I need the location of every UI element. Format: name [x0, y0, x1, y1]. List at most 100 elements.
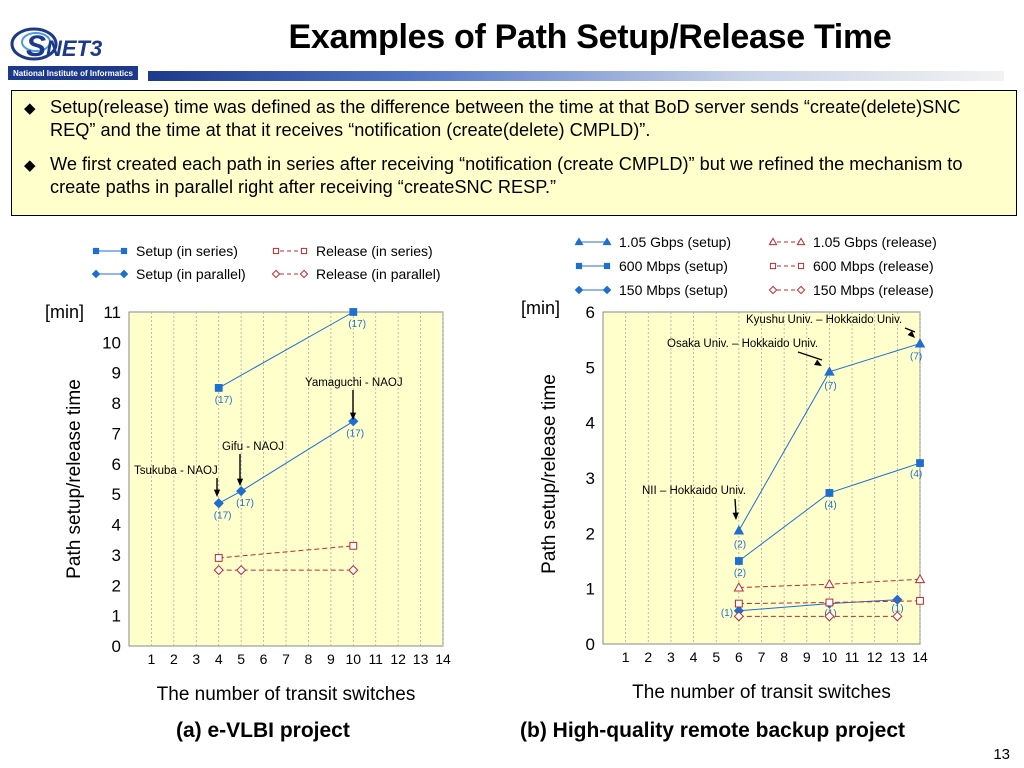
data-point [914, 573, 926, 584]
legend-label: Release (in parallel) [316, 266, 441, 282]
legend-label: 1.05 Gbps (release) [813, 234, 937, 250]
data-label: (4) [824, 500, 836, 511]
y-axis-title: Path setup/release time [64, 379, 85, 579]
legend-label: Setup (in parallel) [136, 266, 246, 282]
x-tick-label: 5 [712, 649, 720, 665]
y-tick-label: 1 [586, 580, 595, 599]
x-axis-title: The number of transit switches [632, 682, 891, 703]
y-tick-label: 9 [112, 364, 121, 383]
y-tick-label: 6 [112, 455, 121, 474]
legend-marker [300, 247, 308, 255]
legend-label: 1.05 Gbps (setup) [619, 234, 731, 250]
caption-b: (b) High-quality remote backup project [520, 719, 906, 742]
diamond-bullet-icon: ◆ [24, 100, 36, 117]
data-point [348, 416, 359, 427]
annotation-label: Tsukuba - NAOJ [134, 465, 218, 477]
y-tick-label: 4 [586, 414, 595, 433]
y-tick-label: 0 [586, 635, 595, 654]
y-tick-label: 3 [586, 469, 595, 488]
svg-text:NET3: NET3 [46, 36, 102, 61]
legend-marker [575, 262, 583, 270]
legend-marker [92, 247, 100, 255]
annotation-arrow [734, 498, 737, 515]
x-axis-title: The number of transit switches [157, 684, 416, 705]
legend-marker [574, 285, 584, 295]
y-tick-label: 2 [112, 576, 121, 595]
annotation-label: Gifu - NAOJ [222, 441, 284, 453]
legend-marker [797, 262, 805, 270]
x-tick-label: 8 [305, 651, 313, 667]
x-tick-label: 3 [192, 651, 200, 667]
x-tick-label: 10 [345, 651, 361, 667]
x-tick-label: 12 [867, 649, 883, 665]
data-label: (4) [910, 469, 922, 480]
x-tick-label: 13 [413, 651, 429, 667]
caption-a: (a) e-VLBI project [176, 719, 350, 742]
y-tick-label: 6 [586, 303, 595, 322]
data-point [733, 611, 744, 622]
data-point [825, 598, 834, 607]
x-tick-label: 1 [148, 651, 156, 667]
data-point [213, 498, 224, 509]
legend-marker [602, 285, 612, 295]
data-label: (1) [891, 604, 903, 615]
data-label: (2) [734, 540, 746, 551]
legend-label: 600 Mbps (release) [813, 258, 934, 274]
legend-label: Setup (in series) [136, 243, 238, 259]
legend-label: 600 Mbps (setup) [619, 258, 728, 274]
arrowhead-icon [814, 359, 822, 366]
slide-title: Examples of Path Setup/Release Time [288, 18, 892, 56]
x-tick-label: 2 [644, 649, 652, 665]
legend-marker [768, 237, 778, 246]
data-point [825, 489, 834, 497]
series-line [218, 311, 354, 389]
page-number: 13 [993, 746, 1010, 763]
series-line [218, 545, 354, 559]
legend-marker [603, 262, 611, 270]
x-tick-label: 11 [368, 651, 383, 667]
data-label: (17) [236, 498, 254, 509]
annotation-label: Yamaguchi - NAOJ [305, 377, 403, 389]
data-point [349, 541, 358, 550]
data-label: (2) [734, 568, 746, 579]
x-tick-label: 1 [622, 649, 630, 665]
data-point [734, 599, 743, 608]
y-tick-label: 10 [102, 333, 121, 352]
legend-marker [768, 285, 778, 295]
bullet-item: ◆ Setup(release) time was defined as the… [24, 96, 1006, 142]
legend-marker [271, 269, 281, 279]
definition-box: ◆ Setup(release) time was defined as the… [11, 90, 1017, 216]
data-point [213, 564, 224, 576]
legend-marker [796, 237, 806, 246]
data-label: (7) [910, 352, 922, 363]
data-point [824, 611, 835, 622]
svg-text:National Institute of Informat: National Institute of Informatics [13, 69, 134, 78]
data-point [733, 525, 745, 535]
data-point [349, 308, 358, 316]
y-tick-label: 1 [112, 607, 121, 626]
y-tick-label: 5 [586, 358, 595, 377]
legend-marker [272, 247, 280, 255]
x-tick-label: 11 [845, 649, 860, 665]
legend-label: 150 Mbps (release) [813, 282, 934, 298]
bullet-text: Setup(release) time was defined as the d… [50, 97, 961, 140]
x-tick-label: 14 [912, 649, 928, 665]
y-tick-label: 8 [112, 394, 121, 413]
x-tick-label: 4 [215, 651, 223, 667]
sinet3-logo: S NET3 National Institute of Informatics [8, 27, 138, 80]
x-tick-label: 3 [667, 649, 675, 665]
svg-text:S: S [26, 30, 46, 63]
x-tick-label: 7 [282, 651, 290, 667]
legend-marker [796, 285, 806, 295]
x-tick-label: 8 [780, 649, 788, 665]
legend-marker [574, 237, 584, 246]
data-point [236, 486, 247, 497]
data-point [892, 611, 903, 622]
diamond-bullet-icon: ◆ [24, 157, 36, 174]
data-point [214, 554, 223, 562]
data-point [916, 596, 924, 605]
data-point [824, 578, 835, 589]
x-tick-label: 5 [237, 651, 245, 667]
arrowhead-icon [213, 489, 221, 497]
